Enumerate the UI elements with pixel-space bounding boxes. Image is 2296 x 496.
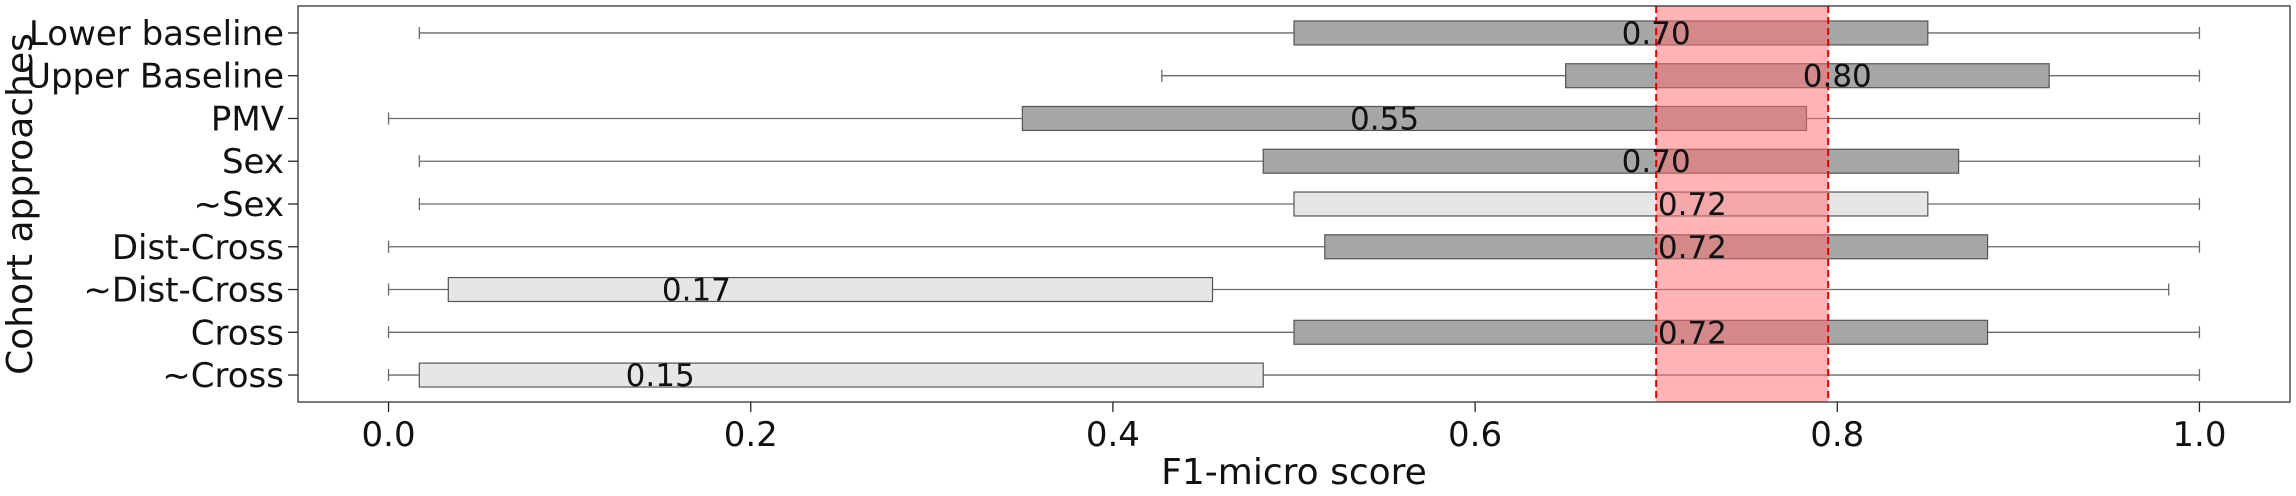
x-tick-label: 0.0 [362, 415, 416, 455]
x-tick-label: 0.6 [1448, 415, 1502, 455]
box-row [419, 21, 2199, 45]
box-row [389, 320, 2200, 344]
box-row [389, 106, 2200, 130]
y-tick-label: ∼Dist-Cross [83, 271, 284, 311]
median-label: 0.15 [626, 358, 695, 394]
box-rows-layer [389, 21, 2200, 387]
median-label: 0.72 [1658, 230, 1727, 266]
box-row [419, 192, 2199, 216]
box [1294, 320, 1988, 344]
y-tick-label: Cross [191, 313, 284, 353]
y-tick-label: Upper Baseline [26, 57, 284, 97]
x-axis-label: F1-micro score [1161, 452, 1427, 493]
box [1294, 21, 1928, 45]
box [448, 278, 1212, 302]
y-tick-label: PMV [211, 99, 284, 139]
x-tick-label: 0.2 [724, 415, 778, 455]
x-tick-label: 0.4 [1086, 415, 1140, 455]
x-tick-label: 1.0 [2172, 415, 2226, 455]
median-label: 0.17 [662, 273, 731, 309]
y-tick-label: Sex [222, 142, 284, 182]
y-tick-label: Dist-Cross [112, 228, 284, 268]
y-tick-label: Lower baseline [29, 14, 284, 54]
box-row [389, 235, 2200, 259]
median-label: 0.70 [1622, 16, 1691, 52]
box [1263, 149, 1958, 173]
median-label: 0.70 [1622, 144, 1691, 180]
median-label: 0.72 [1658, 315, 1727, 351]
box [1294, 192, 1928, 216]
x-axis: 0.0 0.2 0.4 0.6 0.8 1.0 [362, 402, 2227, 455]
median-label: 0.55 [1350, 101, 1419, 137]
median-label: 0.72 [1658, 187, 1727, 223]
box-row [419, 149, 2199, 173]
y-axis-label: Cohort approaches [0, 33, 41, 375]
x-tick-label: 0.8 [1810, 415, 1864, 455]
y-tick-label: ∼Sex [193, 185, 284, 225]
median-label: 0.80 [1803, 59, 1872, 95]
y-tick-label: ∼Cross [162, 356, 284, 396]
box [419, 363, 1263, 387]
box-row [389, 278, 2169, 302]
